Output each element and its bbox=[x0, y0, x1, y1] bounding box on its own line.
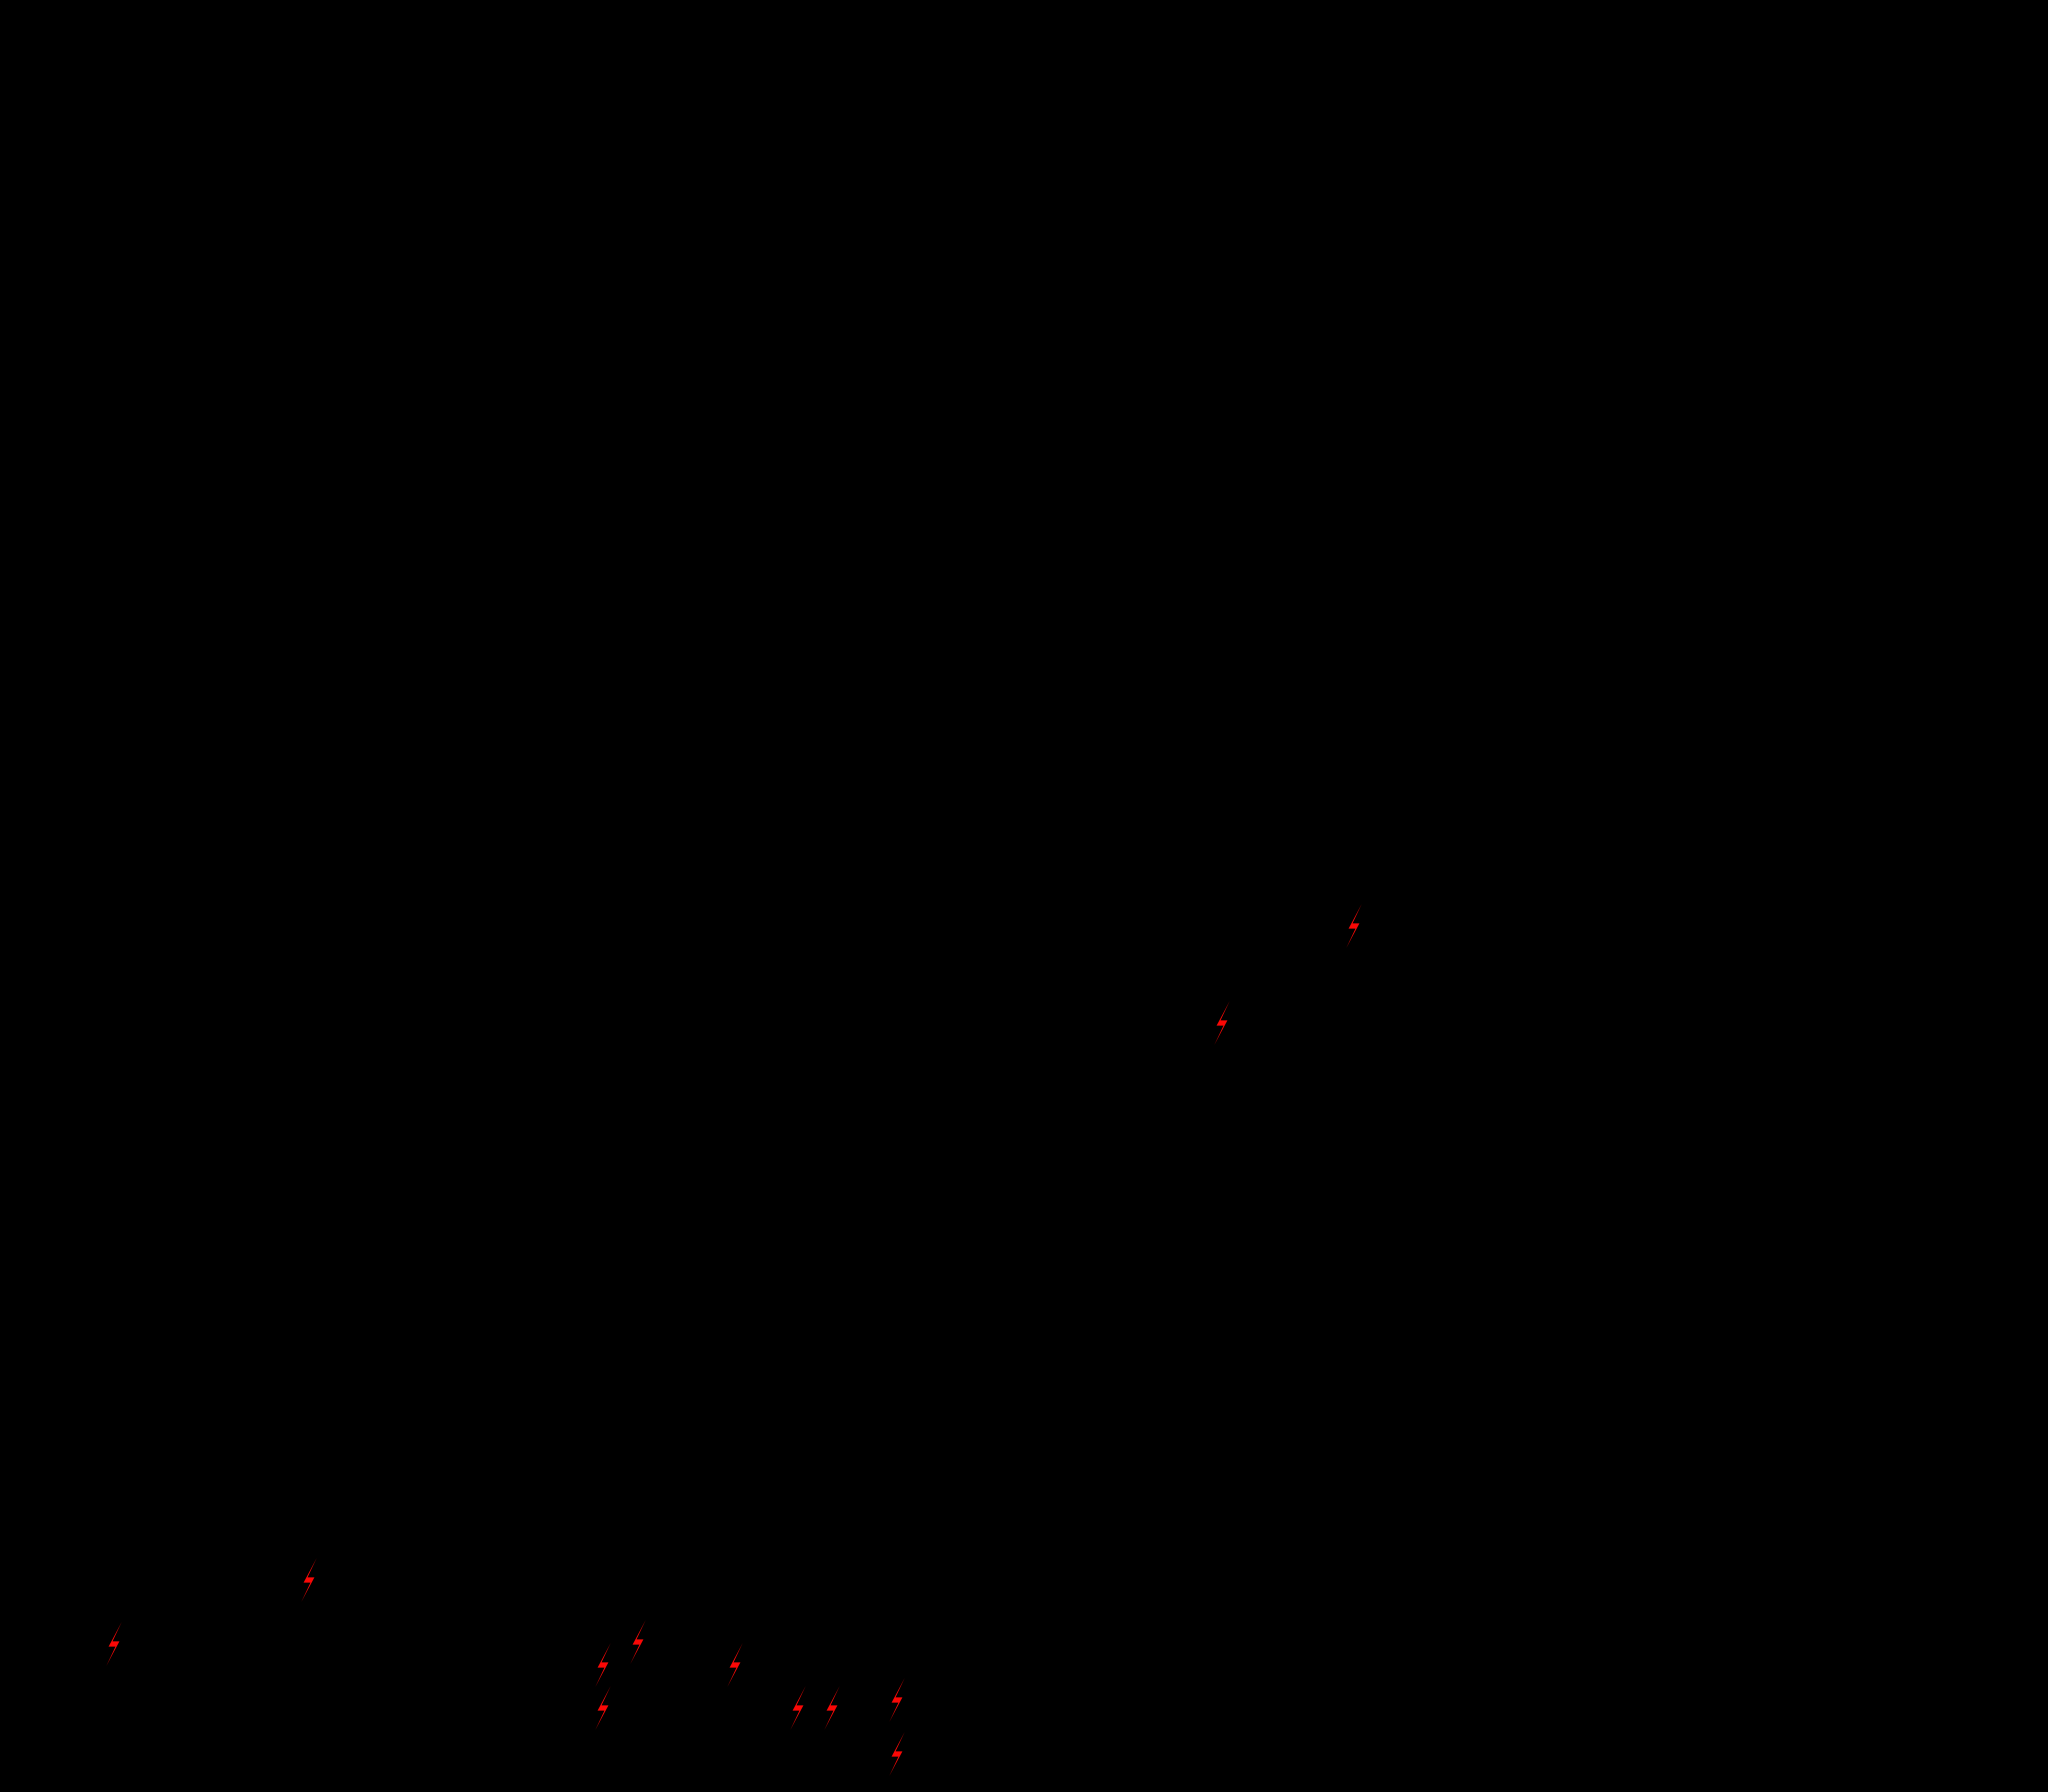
lightning-bolt-icon bbox=[593, 1686, 613, 1730]
lightning-bolt-icon bbox=[788, 1686, 808, 1730]
lightning-bolt-icon bbox=[1344, 904, 1364, 948]
lightning-bolt-icon bbox=[822, 1686, 842, 1730]
lightning-bolt-icon bbox=[1212, 1001, 1232, 1045]
lightning-bolt-icon bbox=[593, 1643, 613, 1687]
lightning-bolt-icon bbox=[628, 1620, 648, 1664]
lightning-bolt-icon bbox=[104, 1622, 124, 1666]
lightning-bolt-icon bbox=[299, 1558, 319, 1602]
lightning-bolt-icon bbox=[887, 1732, 907, 1776]
lightning-bolt-icon bbox=[725, 1643, 745, 1687]
lightning-bolt-icon bbox=[887, 1678, 907, 1722]
